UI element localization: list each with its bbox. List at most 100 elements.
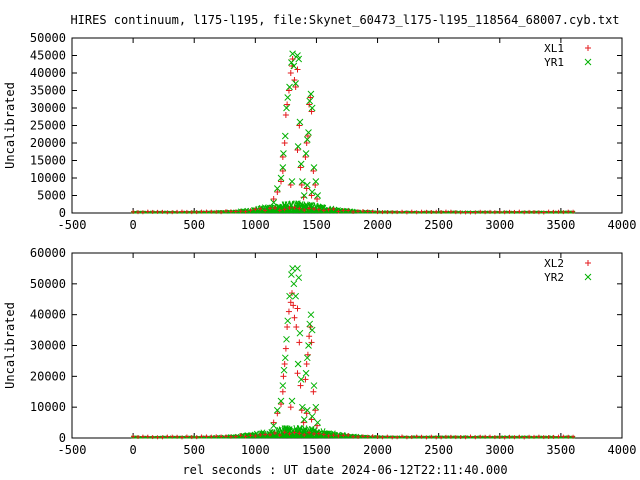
data-point (310, 382, 318, 389)
data-point (296, 339, 303, 346)
data-point (306, 101, 313, 108)
y-tick-label: 50000 (30, 31, 66, 45)
legend-marker (585, 45, 591, 51)
data-point (303, 136, 311, 143)
data-point (303, 361, 310, 367)
y-tick-label: 10000 (30, 171, 66, 185)
data-point (294, 52, 301, 59)
data-point (306, 320, 314, 328)
x-tick-label: 3500 (546, 218, 575, 232)
data-point (288, 397, 296, 405)
data-point (296, 118, 304, 126)
y-tick-label: 0 (59, 206, 66, 220)
x-tick-label: 1500 (302, 443, 331, 457)
data-point (295, 274, 303, 282)
x-tick-label: 500 (183, 218, 205, 232)
x-tick-label: 0 (129, 443, 136, 457)
legend-marker (584, 58, 592, 66)
data-point (287, 299, 294, 306)
legend-label: YR1 (544, 56, 564, 69)
data-point (288, 271, 295, 278)
data-point (291, 314, 298, 321)
data-point (281, 361, 288, 367)
data-point (274, 189, 281, 195)
x-tick-label: 3000 (485, 218, 514, 232)
data-point (293, 324, 300, 330)
data-point (299, 403, 306, 411)
x-axis-label: rel seconds : UT date 2024-06-12T22:11:4… (182, 463, 507, 477)
y-tick-label: 5000 (37, 189, 66, 203)
data-point (305, 342, 312, 349)
data-point (290, 62, 298, 70)
data-point (290, 302, 297, 309)
data-point (282, 112, 289, 118)
data-point (312, 178, 320, 185)
x-tick-label: 0 (129, 218, 136, 232)
data-point (277, 174, 285, 182)
data-point (303, 140, 310, 146)
data-point (297, 160, 305, 168)
data-point (299, 178, 306, 185)
data-point (310, 164, 318, 171)
legend-label: XL1 (544, 42, 564, 55)
data-point (303, 185, 310, 192)
plot-frame (71, 37, 623, 214)
data-point (307, 90, 315, 98)
data-point (305, 129, 312, 136)
data-point (303, 181, 311, 189)
data-point (286, 83, 293, 91)
data-point (284, 101, 291, 108)
y-tick-label: 25000 (30, 119, 66, 133)
data-point (270, 419, 277, 426)
y-tick-label: 20000 (30, 369, 66, 383)
legend-marker (584, 273, 592, 281)
data-point (310, 388, 317, 395)
y-tick-label: 10000 (30, 400, 66, 414)
data-point (282, 345, 289, 352)
data-point (274, 410, 281, 417)
data-point (288, 59, 295, 66)
x-tick-label: 4000 (608, 443, 637, 457)
data-point (314, 192, 322, 199)
data-point (285, 87, 292, 94)
data-point (278, 178, 284, 185)
data-point (308, 339, 315, 346)
legend-marker (585, 260, 591, 266)
y-axis-label: Uncalibrated (3, 302, 17, 389)
series-YR2 (270, 265, 322, 430)
data-point (307, 94, 314, 101)
data-point (307, 311, 315, 319)
data-point (296, 329, 304, 337)
series-XL1 (270, 56, 321, 202)
data-point (304, 133, 311, 139)
data-point (270, 199, 278, 206)
data-point (294, 305, 301, 312)
x-tick-label: 4000 (608, 218, 637, 232)
legend-label: YR2 (544, 271, 564, 284)
data-point (279, 382, 287, 389)
data-point (310, 168, 317, 174)
data-point (284, 94, 292, 101)
data-point (294, 143, 302, 150)
data-point (278, 401, 284, 408)
data-point (302, 376, 309, 383)
data-point (283, 335, 290, 343)
x-tick-label: 1000 (241, 218, 270, 232)
data-point (292, 84, 299, 90)
data-point (288, 178, 296, 185)
data-point (284, 317, 292, 325)
data-point (281, 132, 289, 140)
x-tick-label: 3000 (485, 443, 514, 457)
legend-label: XL2 (544, 257, 564, 270)
x-tick-label: 2500 (424, 218, 453, 232)
top-panel: HIRES continuum, l175-l195, file:Skynet_… (3, 13, 636, 232)
series-XL2 (270, 290, 321, 429)
x-tick-label: 3500 (546, 443, 575, 457)
y-tick-label: 40000 (30, 308, 66, 322)
data-point (279, 154, 286, 160)
data-point (289, 265, 296, 272)
data-point (300, 416, 308, 423)
y-tick-label: 40000 (30, 66, 66, 80)
data-point (280, 150, 287, 157)
data-point (308, 326, 316, 334)
